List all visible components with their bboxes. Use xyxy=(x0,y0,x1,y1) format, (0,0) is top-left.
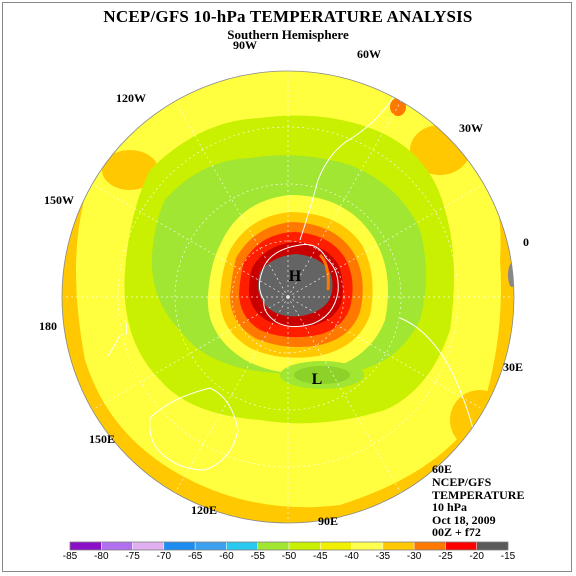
info-date: Oct 18, 2009 xyxy=(432,512,496,527)
lon-label-120w: 120W xyxy=(116,91,146,105)
blob-orange-se xyxy=(450,390,510,450)
lon-label-30e: 30E xyxy=(503,360,524,374)
lon-label-60e: 60E xyxy=(432,462,453,476)
map-border xyxy=(61,70,515,524)
info-variable: TEMPERATURE xyxy=(432,487,525,502)
lon-label-120e: 120E xyxy=(191,503,218,517)
spot-red-ne xyxy=(390,98,406,116)
info-block: NCEP/GFS TEMPERATURE 10 hPa Oct 18, 2009… xyxy=(432,476,524,539)
map-subtitle: Southern Hemisphere xyxy=(227,27,349,42)
lon-label-180: 180 xyxy=(39,319,57,333)
colorbar-tick-label: -65 xyxy=(187,551,203,562)
core-detail xyxy=(318,253,330,291)
info-run: 00Z + f72 xyxy=(432,525,481,539)
high-marker: H xyxy=(289,268,302,285)
low-core-patch xyxy=(294,366,350,384)
colorbar-tick-label: -60 xyxy=(219,551,234,562)
colorbar-tick-label: -55 xyxy=(250,551,265,562)
lon-label-0: 0 xyxy=(523,235,529,249)
colorbar-tick-label: -85 xyxy=(62,551,78,562)
lon-label-90w: 90W xyxy=(233,38,257,52)
colorbar-tick-label: -35 xyxy=(375,551,391,562)
colorbar-tick-label: -80 xyxy=(94,551,109,562)
colorbar-tick-label: -15 xyxy=(500,551,516,562)
blob-orange-nw xyxy=(102,150,158,190)
info-source: NCEP/GFS xyxy=(432,475,492,489)
colorbar-tick-label: -30 xyxy=(406,551,422,562)
lon-label-30w: 30W xyxy=(459,121,483,135)
edge-gray-e xyxy=(508,263,514,287)
figure-frame xyxy=(2,2,572,572)
colorbar-tick-label: -50 xyxy=(281,551,297,562)
info-level: 10 hPa xyxy=(432,500,468,514)
lon-label-60w: 60W xyxy=(357,47,381,61)
band-core-gray xyxy=(258,254,333,317)
colorbar-tick-label: -70 xyxy=(156,551,172,562)
colorbar-tick-label: -45 xyxy=(313,551,328,562)
colorbar-tick-label: -20 xyxy=(469,551,484,562)
lon-label-150w: 150W xyxy=(44,193,74,207)
lon-label-150e: 150E xyxy=(89,432,116,446)
coastlines xyxy=(107,75,479,471)
lon-label-90e: 90E xyxy=(318,514,339,528)
colorbar-tick-label: -25 xyxy=(438,551,453,562)
colorbar-tick-label: -40 xyxy=(344,551,359,562)
map-title: NCEP/GFS 10-hPa TEMPERATURE ANALYSIS xyxy=(103,7,473,26)
low-marker: L xyxy=(312,371,323,388)
colorbar-tick-label: -75 xyxy=(125,551,140,562)
